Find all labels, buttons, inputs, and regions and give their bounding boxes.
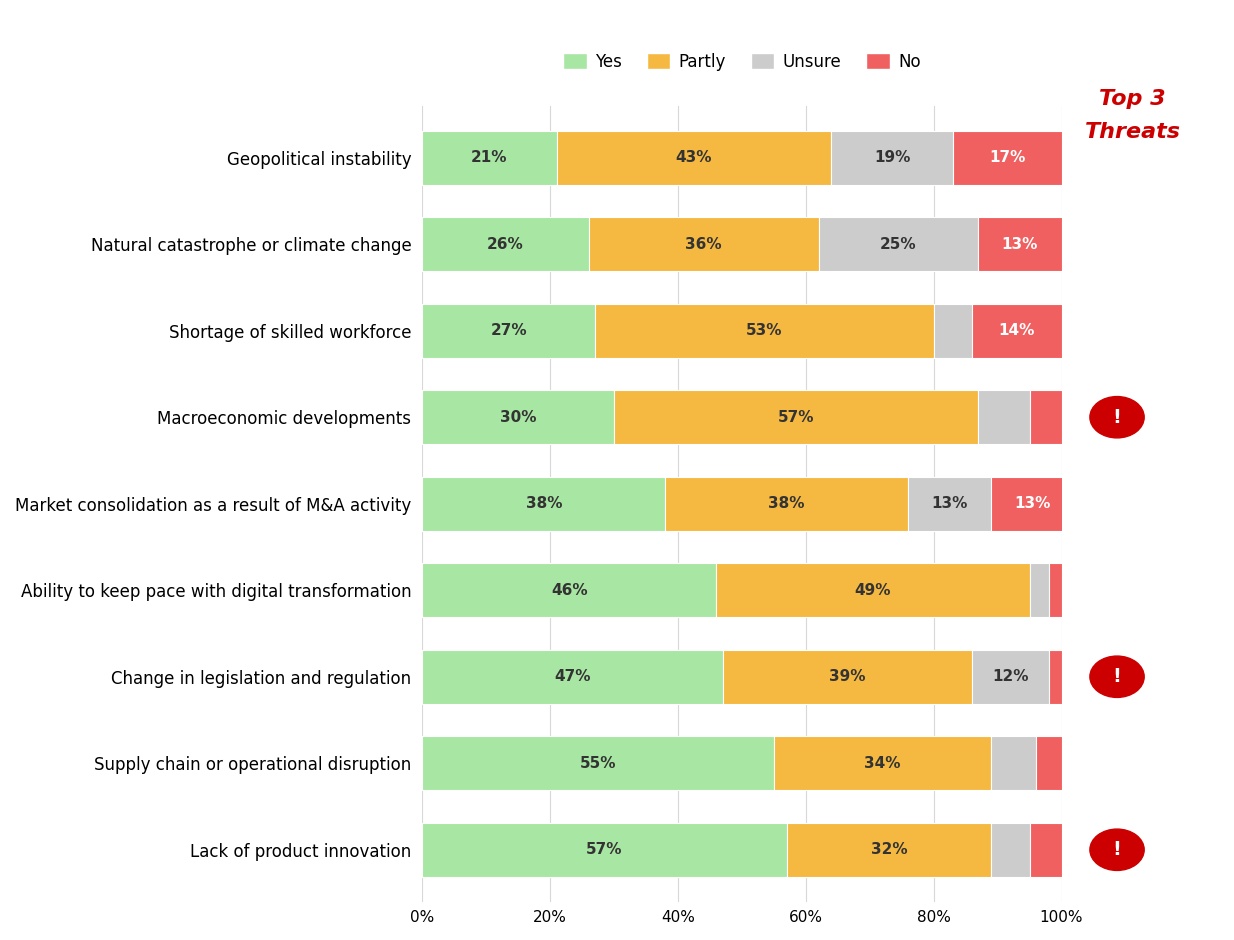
Bar <box>934 304 972 357</box>
Bar <box>422 477 665 530</box>
Bar <box>422 131 557 184</box>
Text: 32%: 32% <box>871 842 907 857</box>
Bar <box>972 650 1049 703</box>
Text: 43%: 43% <box>676 150 712 165</box>
Text: 26%: 26% <box>487 237 523 252</box>
Bar <box>589 217 818 271</box>
Text: 38%: 38% <box>769 496 805 511</box>
Bar <box>1049 563 1061 617</box>
Bar <box>979 217 1061 271</box>
Text: 14%: 14% <box>998 323 1035 338</box>
Bar <box>774 736 991 791</box>
Bar <box>832 131 953 184</box>
Text: 13%: 13% <box>1002 237 1038 252</box>
Text: 38%: 38% <box>526 496 561 511</box>
Text: 49%: 49% <box>855 583 891 598</box>
Text: !: ! <box>1113 408 1122 427</box>
Text: 46%: 46% <box>552 583 587 598</box>
Text: 47%: 47% <box>554 669 591 684</box>
Bar <box>665 477 908 530</box>
Bar <box>818 217 979 271</box>
Bar <box>615 390 979 444</box>
Text: 17%: 17% <box>988 150 1025 165</box>
Text: 13%: 13% <box>1014 496 1051 511</box>
Bar <box>723 650 972 703</box>
Bar <box>717 563 1029 617</box>
Bar <box>908 477 991 530</box>
Text: 27%: 27% <box>490 323 527 338</box>
Bar <box>953 131 1061 184</box>
Text: 55%: 55% <box>580 756 616 771</box>
Bar <box>422 304 595 357</box>
Text: 53%: 53% <box>747 323 782 338</box>
Bar <box>422 390 615 444</box>
Text: 13%: 13% <box>932 496 967 511</box>
Bar <box>422 822 787 877</box>
Bar <box>991 822 1029 877</box>
Text: 34%: 34% <box>864 756 901 771</box>
Legend: Yes, Partly, Unsure, No: Yes, Partly, Unsure, No <box>557 46 927 78</box>
Bar <box>557 131 832 184</box>
Bar <box>972 304 1061 357</box>
Text: 12%: 12% <box>992 669 1029 684</box>
Bar <box>1029 563 1049 617</box>
Bar <box>991 736 1037 791</box>
Text: 19%: 19% <box>874 150 911 165</box>
Bar <box>1049 650 1061 703</box>
Text: 39%: 39% <box>829 669 865 684</box>
Text: 30%: 30% <box>500 410 537 425</box>
Bar <box>1029 390 1061 444</box>
Bar <box>991 477 1075 530</box>
Bar <box>1029 822 1061 877</box>
Bar <box>422 650 723 703</box>
Text: 25%: 25% <box>880 237 917 252</box>
Bar <box>979 390 1029 444</box>
Text: Top 3: Top 3 <box>1099 89 1166 109</box>
Bar <box>422 217 589 271</box>
Text: 57%: 57% <box>586 842 623 857</box>
Text: 36%: 36% <box>685 237 722 252</box>
Text: 21%: 21% <box>471 150 507 165</box>
Bar <box>787 822 991 877</box>
Bar <box>422 563 717 617</box>
Text: 57%: 57% <box>777 410 814 425</box>
Bar <box>1037 736 1061 791</box>
Text: !: ! <box>1113 667 1122 686</box>
Bar <box>422 736 774 791</box>
Text: Threats: Threats <box>1085 122 1181 142</box>
Text: !: ! <box>1113 840 1122 859</box>
Bar <box>595 304 934 357</box>
